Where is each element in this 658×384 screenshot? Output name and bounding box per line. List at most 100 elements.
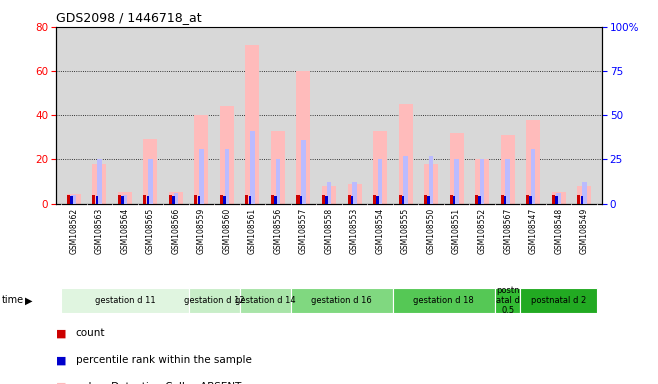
Bar	[402, 197, 405, 204]
Bar	[475, 159, 489, 204]
Bar	[530, 197, 532, 204]
Bar	[555, 197, 557, 204]
Bar	[352, 182, 357, 204]
Bar	[322, 186, 336, 204]
Text: value, Detection Call = ABSENT: value, Detection Call = ABSENT	[76, 382, 241, 384]
Text: GSM108548: GSM108548	[554, 208, 563, 254]
Text: GSM108550: GSM108550	[426, 208, 436, 254]
Bar	[118, 195, 121, 204]
Text: GSM108555: GSM108555	[401, 208, 410, 254]
Text: GSM108565: GSM108565	[146, 208, 155, 254]
Text: ■: ■	[56, 382, 66, 384]
Bar	[475, 195, 478, 204]
Text: ▶: ▶	[25, 295, 32, 306]
Bar	[495, 288, 520, 313]
Bar	[327, 182, 331, 204]
Bar	[297, 195, 299, 204]
Bar	[347, 184, 361, 204]
Bar	[223, 197, 226, 204]
Text: GSM108556: GSM108556	[274, 208, 282, 254]
Text: percentile rank within the sample: percentile rank within the sample	[76, 355, 251, 365]
Bar	[378, 159, 382, 204]
Bar	[505, 159, 510, 204]
Bar	[92, 195, 95, 204]
Bar	[577, 195, 580, 204]
Bar	[478, 197, 481, 204]
Text: GSM108562: GSM108562	[69, 208, 78, 254]
Text: GSM108558: GSM108558	[324, 208, 334, 254]
Bar	[271, 131, 285, 204]
Bar	[92, 164, 107, 204]
Bar	[194, 195, 197, 204]
Bar	[301, 140, 306, 204]
Bar	[169, 192, 183, 204]
Text: GSM108563: GSM108563	[95, 208, 104, 254]
Text: GSM108564: GSM108564	[120, 208, 130, 254]
Text: gestation d 12: gestation d 12	[184, 296, 245, 305]
Bar	[61, 288, 189, 313]
Bar	[274, 197, 277, 204]
Bar	[399, 104, 413, 204]
Text: GSM108557: GSM108557	[299, 208, 308, 254]
Bar	[373, 131, 387, 204]
Bar	[189, 288, 240, 313]
Text: GSM108561: GSM108561	[248, 208, 257, 254]
Bar	[245, 195, 249, 204]
Bar	[169, 195, 172, 204]
Bar	[70, 197, 72, 204]
Bar	[453, 197, 455, 204]
Text: gestation d 16: gestation d 16	[311, 296, 372, 305]
Text: GSM108553: GSM108553	[350, 208, 359, 254]
Bar	[297, 71, 311, 204]
Bar	[376, 197, 379, 204]
Bar	[291, 288, 393, 313]
Bar	[97, 159, 101, 204]
Bar	[449, 195, 453, 204]
Bar	[325, 197, 328, 204]
Text: ■: ■	[56, 328, 66, 338]
Bar	[531, 149, 536, 204]
Bar	[72, 195, 76, 204]
Bar	[480, 159, 484, 204]
Bar	[250, 131, 255, 204]
Bar	[393, 288, 495, 313]
Bar	[194, 115, 209, 204]
Text: GSM108547: GSM108547	[528, 208, 538, 254]
Bar	[580, 197, 583, 204]
Text: gestation d 14: gestation d 14	[235, 296, 295, 305]
Bar	[66, 195, 70, 204]
Bar	[199, 149, 204, 204]
Bar	[271, 195, 274, 204]
Bar	[429, 156, 434, 204]
Bar	[118, 192, 132, 204]
Bar	[428, 197, 430, 204]
Bar	[501, 135, 515, 204]
Bar	[399, 195, 401, 204]
Bar	[224, 149, 229, 204]
Bar	[148, 159, 153, 204]
Bar	[143, 139, 157, 204]
Bar	[245, 45, 259, 204]
Bar	[351, 197, 353, 204]
Text: GSM108559: GSM108559	[197, 208, 206, 254]
Bar	[373, 195, 376, 204]
Bar	[322, 195, 325, 204]
Bar	[66, 194, 81, 204]
Text: postn
atal d
0.5: postn atal d 0.5	[495, 286, 520, 315]
Bar	[121, 197, 124, 204]
Bar	[143, 195, 146, 204]
Bar	[347, 195, 351, 204]
Bar	[220, 195, 223, 204]
Bar	[504, 197, 507, 204]
Text: count: count	[76, 328, 105, 338]
Text: gestation d 18: gestation d 18	[413, 296, 474, 305]
Bar	[520, 288, 597, 313]
Text: GSM108551: GSM108551	[452, 208, 461, 254]
Bar	[174, 193, 178, 204]
Bar	[220, 106, 234, 204]
Bar	[424, 164, 438, 204]
Bar	[197, 197, 200, 204]
Text: time: time	[1, 295, 24, 306]
Text: GSM108554: GSM108554	[376, 208, 384, 254]
Bar	[557, 193, 561, 204]
